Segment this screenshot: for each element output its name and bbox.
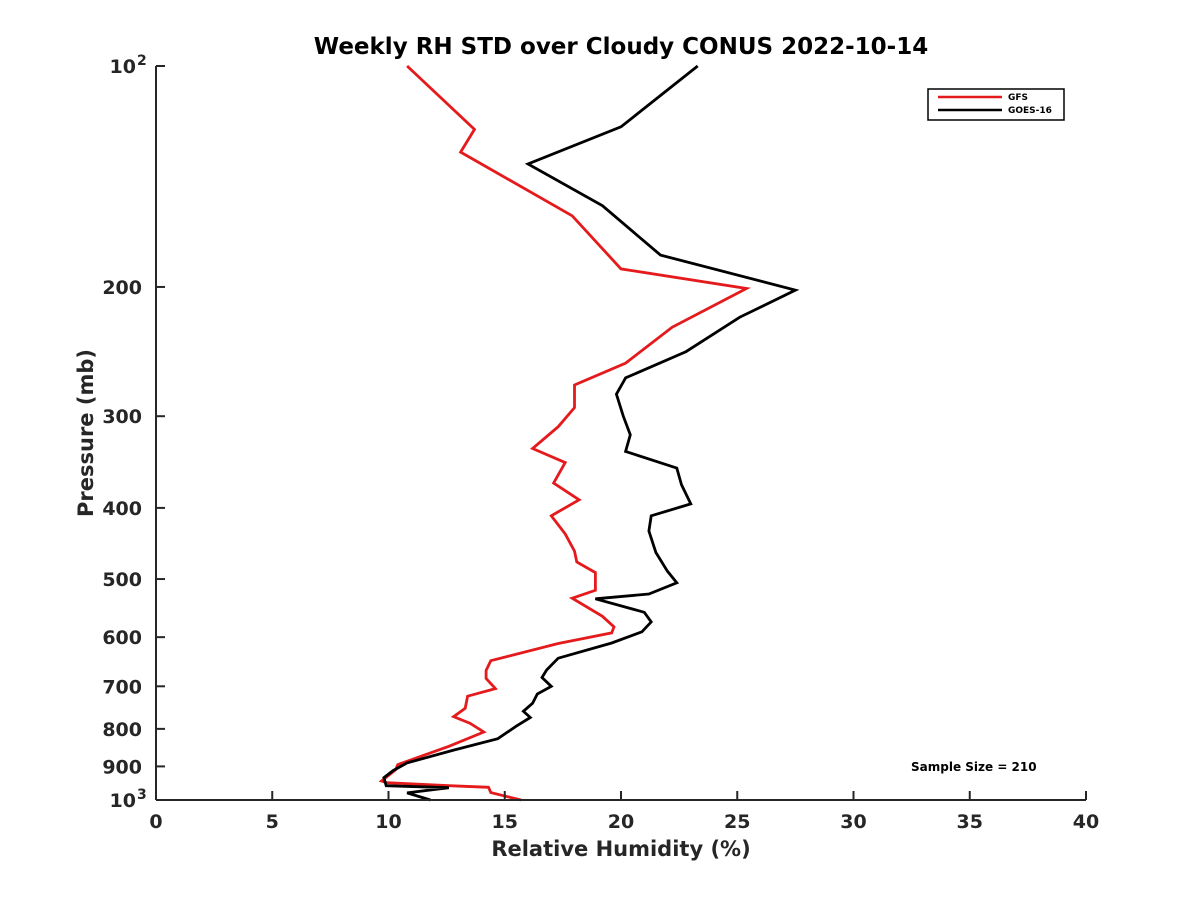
x-tick-label: 20 [608,811,634,833]
x-tick-label: 30 [840,811,866,833]
legend-label-goes16: GOES-16 [1008,106,1052,116]
y-tick-label: 400 [102,498,142,520]
x-tick-label: 10 [375,811,401,833]
chart-title: Weekly RH STD over Cloudy CONUS 2022-10-… [314,34,928,60]
x-tick-label: 0 [149,811,162,833]
y-tick-label: 500 [102,569,142,591]
x-axis-title: Relative Humidity (%) [491,837,750,861]
x-axis-ticks: 0 5 10 15 20 25 30 35 40 [149,791,1099,833]
y-tick-label: 10 [110,790,136,812]
x-tick-label: 25 [724,811,750,833]
y-tick-label: 900 [102,756,142,778]
series-line-gfs [378,64,751,802]
x-tick-label: 35 [957,811,983,833]
series-line-goes-16 [382,64,800,802]
legend-box [927,88,1065,121]
x-tick-label: 40 [1073,811,1099,833]
legend: GFS GOES-16 [927,88,1065,121]
y-tick-label: 800 [102,719,142,741]
y-tick-exponent: 2 [137,53,147,69]
x-tick-label: 15 [492,811,518,833]
y-tick-label: 10 [110,56,136,78]
y-tick-label: 200 [102,277,142,299]
y-tick-label: 700 [102,676,142,698]
legend-label-gfs: GFS [1008,93,1028,103]
y-tick-label: 300 [102,406,142,428]
series-layer [378,64,800,802]
y-tick-exponent: 3 [137,787,147,803]
y-tick-label: 600 [102,627,142,649]
x-tick-label: 5 [266,811,279,833]
y-axis-title: Pressure (mb) [74,349,98,517]
sample-size-annotation: Sample Size = 210 [911,760,1037,774]
